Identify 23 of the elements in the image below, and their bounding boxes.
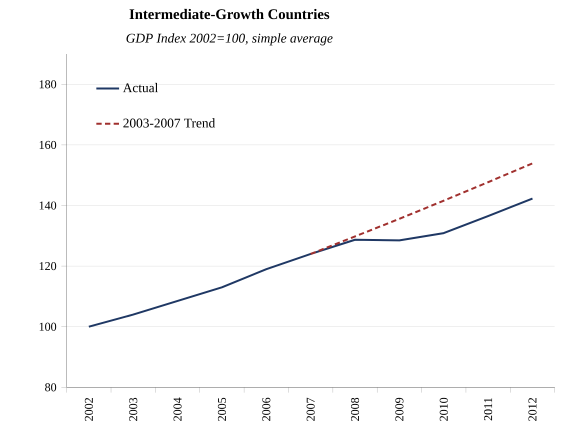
y-tick-label: 120 (40, 262, 56, 270)
line-series (88, 198, 534, 328)
line-series (310, 162, 534, 255)
x-tick-label: 2009 (395, 398, 404, 421)
x-tick-label: 2007 (306, 398, 315, 421)
x-tick-label: 2005 (218, 398, 226, 421)
y-tick-label: 180 (40, 80, 56, 88)
x-tick-label: 2003 (129, 398, 138, 421)
y-tick-label: 80 (45, 383, 56, 392)
chart-title: Intermediate-Growth Countries (130, 8, 330, 20)
legend-label: 2003-2007 Trend (123, 118, 216, 128)
x-tick-label: 2008 (350, 398, 360, 421)
x-tick-label: 2002 (84, 398, 93, 421)
x-tick-label: 2004 (174, 398, 182, 421)
y-tick-label: 160 (40, 140, 56, 149)
y-tick-label: 100 (40, 322, 56, 331)
x-tick-label: 2012 (528, 398, 537, 421)
x-tick-label: 2010 (440, 398, 448, 421)
legend-label: Actual (122, 82, 158, 92)
x-tick-label: 2006 (262, 398, 270, 421)
chart-subtitle: GDP Index 2002=100, simple average (126, 33, 333, 46)
x-tick-label: 2011 (484, 398, 492, 420)
y-tick-label: 140 (40, 201, 56, 210)
